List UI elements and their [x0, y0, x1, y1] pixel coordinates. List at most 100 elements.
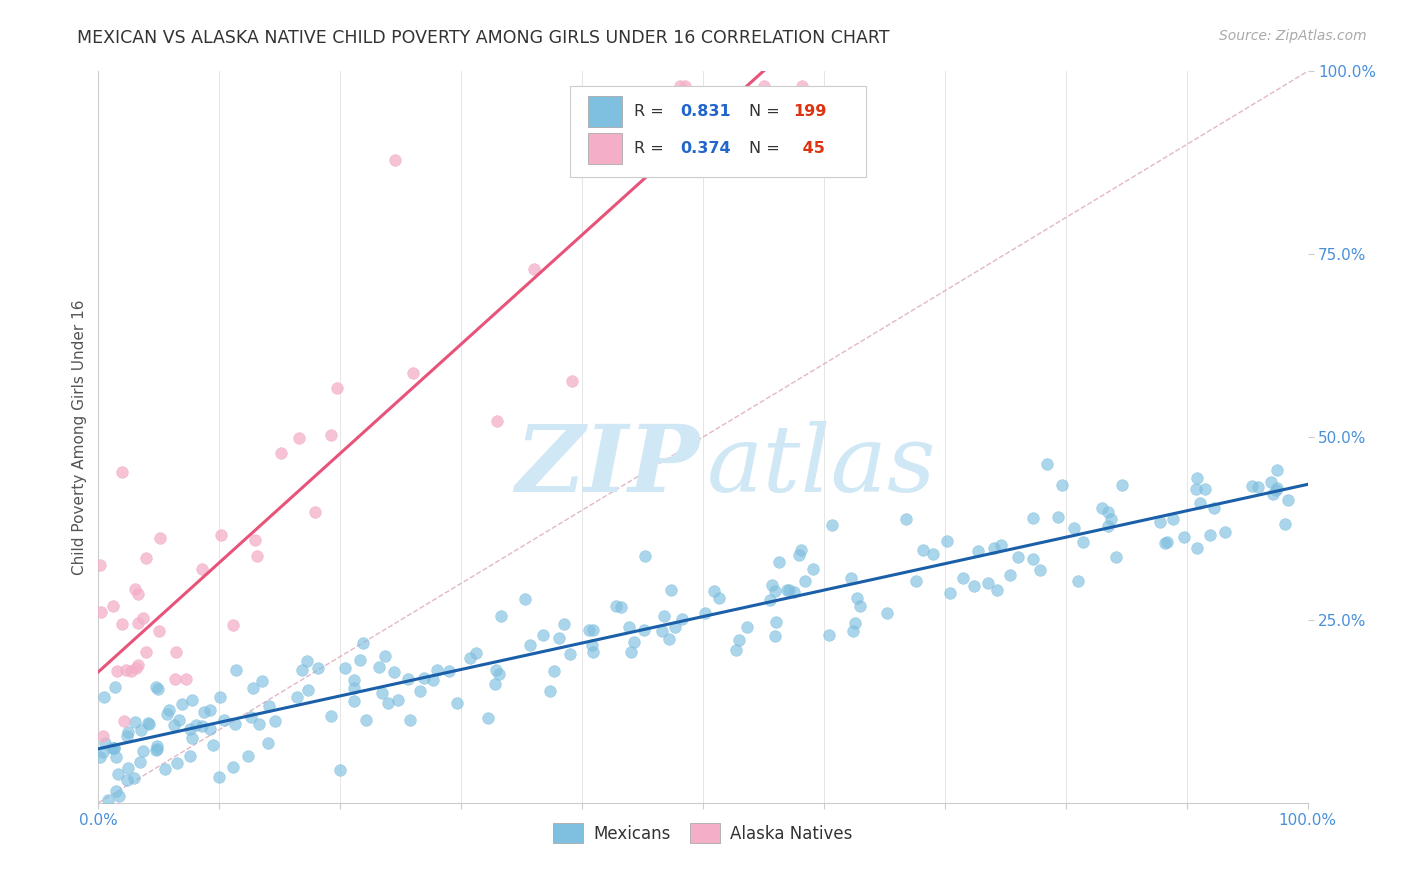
Point [127, 587, 149, 601]
Point [783, 584, 806, 599]
Point [986, 583, 1008, 598]
Point [787, 548, 810, 562]
Point [156, 706, 179, 721]
Point [115, 729, 138, 743]
Point [239, 710, 262, 724]
Point [513, 591, 536, 606]
Point [91, 729, 114, 743]
Point [553, 616, 575, 631]
Point [1173, 529, 1195, 543]
Point [728, 632, 751, 647]
Point [1247, 480, 1270, 494]
Y-axis label: Child Poverty Among Girls Under 16: Child Poverty Among Girls Under 16 [72, 300, 87, 574]
Point [489, 608, 512, 623]
Point [146, 742, 169, 756]
Point [287, 431, 309, 445]
Point [97, 792, 120, 806]
Point [166, 756, 188, 771]
Point [912, 543, 935, 558]
Text: 45: 45 [797, 141, 825, 156]
Point [225, 663, 247, 677]
Point [651, 624, 673, 639]
Point [1149, 515, 1171, 529]
Point [87, 832, 110, 847]
Point [325, 381, 347, 395]
Point [371, 686, 394, 700]
Point [127, 615, 149, 630]
Point [209, 690, 232, 704]
Point [343, 673, 366, 687]
Point [145, 681, 167, 695]
Point [111, 465, 134, 479]
Point [124, 661, 146, 675]
Point [794, 574, 817, 588]
Point [1204, 500, 1226, 515]
Point [89, 750, 111, 764]
Point [623, 635, 645, 649]
Point [146, 681, 169, 696]
Point [165, 645, 187, 659]
Point [224, 717, 246, 731]
Point [297, 682, 319, 697]
Point [107, 767, 129, 781]
Text: N =: N = [749, 141, 785, 156]
Point [167, 713, 190, 727]
Point [763, 629, 786, 643]
Point [250, 674, 273, 689]
Point [477, 711, 499, 725]
Point [1274, 517, 1296, 532]
Text: 0.374: 0.374 [681, 141, 731, 156]
Point [257, 736, 280, 750]
Text: Source: ZipAtlas.com: Source: ZipAtlas.com [1219, 29, 1367, 43]
Point [634, 549, 657, 564]
Point [620, 645, 643, 659]
Point [936, 534, 959, 549]
Point [1097, 518, 1119, 533]
Point [208, 770, 231, 784]
Point [693, 606, 716, 620]
Point [1028, 563, 1050, 577]
Point [1007, 549, 1029, 564]
Point [876, 607, 898, 621]
Point [149, 532, 172, 546]
Point [1185, 541, 1208, 556]
Point [523, 261, 546, 276]
Point [93, 690, 115, 704]
Point [896, 511, 918, 525]
Point [778, 583, 800, 598]
Point [89, 558, 111, 572]
Point [374, 649, 396, 664]
Point [145, 742, 167, 756]
Point [148, 624, 170, 638]
Point [652, 608, 675, 623]
Point [129, 755, 152, 769]
Point [1021, 511, 1043, 525]
Point [605, 599, 627, 614]
Point [1265, 483, 1288, 498]
Point [439, 664, 461, 678]
Point [172, 697, 194, 711]
Point [270, 445, 292, 459]
Point [776, 582, 799, 597]
Point [1185, 482, 1208, 496]
Point [735, 620, 758, 634]
Point [117, 725, 139, 739]
Point [174, 673, 197, 687]
Point [112, 714, 135, 728]
Text: MEXICAN VS ALASKA NATIVE CHILD POVERTY AMONG GIRLS UNDER 16 CORRELATION CHART: MEXICAN VS ALASKA NATIVE CHILD POVERTY A… [77, 29, 890, 46]
Text: R =: R = [634, 104, 669, 120]
Point [291, 663, 314, 677]
Point [458, 651, 481, 665]
Point [842, 624, 865, 639]
Point [103, 740, 125, 755]
Point [759, 593, 782, 607]
Point [1260, 475, 1282, 489]
Point [849, 599, 872, 613]
Point [484, 677, 506, 691]
Point [1265, 463, 1288, 477]
Point [1063, 521, 1085, 535]
Point [768, 555, 790, 569]
Point [1111, 478, 1133, 492]
Point [582, 645, 605, 659]
Point [703, 584, 725, 599]
